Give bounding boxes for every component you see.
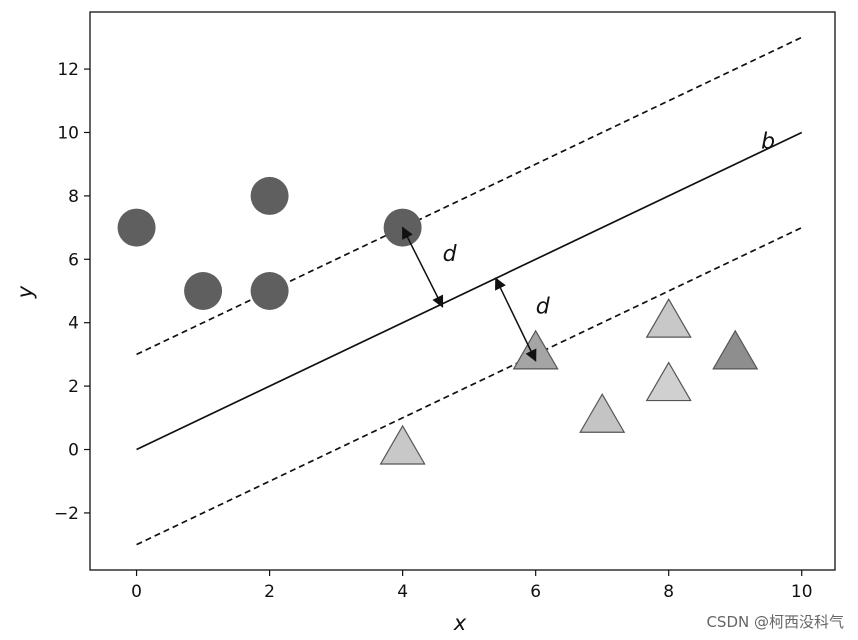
y-tick-label: 6 bbox=[68, 250, 79, 270]
margin-distance-arrow bbox=[495, 277, 537, 362]
triangle-point bbox=[579, 393, 626, 433]
boundary-label-b: b bbox=[761, 130, 775, 155]
triangle-point bbox=[512, 329, 559, 370]
y-tick-label: −2 bbox=[54, 504, 79, 524]
x-tick-label: 8 bbox=[663, 582, 674, 602]
margin-line bbox=[136, 226, 803, 546]
triangle-point bbox=[645, 361, 692, 402]
margin-distance-label-d: d bbox=[536, 295, 551, 320]
x-tick-label: 0 bbox=[131, 582, 142, 602]
y-tick-label: 8 bbox=[68, 187, 79, 207]
circle-point bbox=[117, 208, 156, 247]
plot-frame bbox=[89, 11, 836, 571]
y-axis-label: y bbox=[13, 285, 37, 299]
triangle-point bbox=[712, 329, 759, 370]
watermark: CSDN @柯西没科气 bbox=[706, 613, 844, 631]
x-tick-label: 10 bbox=[791, 582, 813, 602]
y-tick-label: 4 bbox=[68, 314, 79, 334]
circle-point bbox=[250, 272, 289, 310]
plot-area: 0 2 4 6 8 10 −2 0 2 4 6 8 10 12 b d d bbox=[54, 36, 813, 602]
margin-distance-label-d: d bbox=[443, 242, 458, 267]
x-tick-label: 4 bbox=[397, 582, 408, 602]
decision-boundary-line bbox=[136, 131, 803, 451]
margin-line bbox=[136, 36, 803, 356]
circle-point bbox=[184, 272, 223, 310]
x-tick-label: 2 bbox=[264, 582, 275, 602]
triangle-point bbox=[645, 297, 692, 338]
y-tick-label: 2 bbox=[68, 377, 79, 397]
y-tick-label: 0 bbox=[68, 441, 79, 461]
x-tick-label: 6 bbox=[530, 582, 541, 602]
circle-point bbox=[250, 176, 289, 215]
x-axis-label: x bbox=[453, 611, 467, 635]
line-group bbox=[136, 36, 803, 546]
y-tick-label: 10 bbox=[57, 123, 79, 143]
y-tick-label: 12 bbox=[57, 60, 79, 80]
margin-distance-arrow bbox=[401, 226, 444, 308]
triangle-point bbox=[379, 424, 426, 465]
